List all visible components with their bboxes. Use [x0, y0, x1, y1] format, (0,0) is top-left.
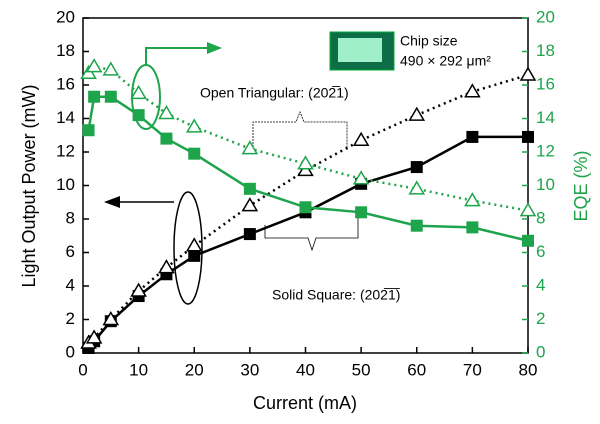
chart: Current (mA) Light Output Power (mW) EQE… [0, 0, 600, 419]
marker [244, 229, 255, 240]
y-tick-label: 18 [56, 41, 75, 60]
marker [411, 162, 422, 173]
marker [411, 220, 422, 231]
x-tick-label: 70 [463, 360, 482, 379]
marker [83, 125, 94, 136]
y2-axis-label: EQE (%) [571, 150, 591, 221]
arrow [146, 48, 215, 65]
y2-tick-label: 18 [536, 41, 555, 60]
marker [410, 108, 424, 120]
y-tick-label: 2 [66, 309, 75, 328]
y2-tick-label: 12 [536, 141, 555, 160]
arrow-head [104, 196, 120, 208]
marker [523, 235, 534, 246]
y2-tick-label: 20 [536, 7, 555, 26]
marker [161, 133, 172, 144]
annotation: Solid Square: (202̅1̅) [272, 287, 401, 303]
annotation: Open Triangular: (202̅1) [200, 85, 349, 101]
y-axis-label: Light Output Power (mW) [19, 84, 39, 287]
marker [244, 183, 255, 194]
marker [189, 148, 200, 159]
bracket [265, 214, 358, 250]
y2-tick-label: 2 [536, 309, 545, 328]
marker [243, 142, 257, 154]
chip-image [338, 38, 382, 62]
marker [300, 202, 311, 213]
annotation: 490 × 292 μm² [400, 53, 491, 69]
y2-tick-label: 8 [536, 208, 545, 227]
x-tick-label: 50 [352, 360, 371, 379]
marker [523, 131, 534, 142]
y2-tick-label: 10 [536, 175, 555, 194]
marker [189, 250, 200, 261]
x-tick-label: 30 [240, 360, 259, 379]
marker [105, 91, 116, 102]
y-tick-label: 0 [66, 342, 75, 361]
y2-tick-label: 6 [536, 242, 545, 261]
marker [104, 63, 118, 75]
x-tick-label: 10 [129, 360, 148, 379]
marker [465, 194, 479, 206]
y-tick-label: 16 [56, 74, 75, 93]
marker [187, 120, 201, 132]
marker [87, 60, 101, 72]
x-tick-label: 80 [519, 360, 538, 379]
marker [243, 199, 257, 211]
y2-tick-label: 14 [536, 108, 555, 127]
x-axis-label: Current (mA) [253, 393, 357, 413]
marker [187, 239, 201, 251]
marker [465, 85, 479, 97]
marker [521, 68, 535, 80]
marker [89, 91, 100, 102]
y-tick-label: 6 [66, 242, 75, 261]
bracket [253, 112, 347, 150]
annotation: Chip size [400, 33, 458, 49]
y2-tick-label: 0 [536, 342, 545, 361]
x-tick-label: 20 [185, 360, 204, 379]
y-tick-label: 14 [56, 108, 75, 127]
x-tick-label: 60 [407, 360, 426, 379]
y2-tick-label: 4 [536, 275, 545, 294]
x-tick-label: 0 [78, 360, 87, 379]
marker [133, 110, 144, 121]
y-tick-label: 10 [56, 175, 75, 194]
marker [354, 172, 368, 184]
marker [159, 106, 173, 118]
y-tick-label: 12 [56, 141, 75, 160]
marker [521, 204, 535, 216]
arrow-head [207, 42, 222, 54]
marker [299, 157, 313, 169]
y-tick-label: 8 [66, 208, 75, 227]
marker [467, 131, 478, 142]
y-tick-label: 20 [56, 7, 75, 26]
y-tick-label: 4 [66, 275, 75, 294]
marker [356, 207, 367, 218]
marker [354, 133, 368, 145]
marker [410, 182, 424, 194]
marker [467, 222, 478, 233]
y2-tick-label: 16 [536, 74, 555, 93]
x-tick-label: 40 [296, 360, 315, 379]
